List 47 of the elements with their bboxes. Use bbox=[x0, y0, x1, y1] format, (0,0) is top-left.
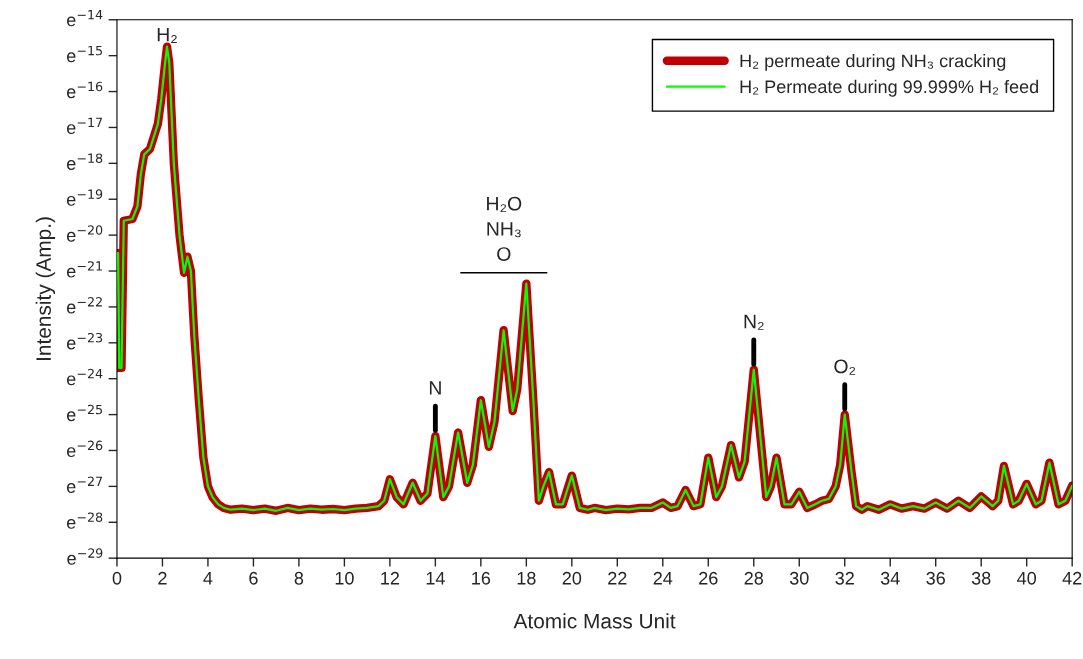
y-axis-title: Intensity (Amp.) bbox=[35, 217, 56, 360]
x-tick-label: 16 bbox=[472, 571, 491, 585]
x-tick-label: 22 bbox=[608, 571, 627, 585]
y-tick-label: e$^{−18}$ bbox=[66, 153, 103, 170]
x-tick-label: 40 bbox=[1017, 571, 1037, 585]
y-tick-label: e$^{−17}$ bbox=[66, 117, 103, 135]
x-tick-label: 0 bbox=[112, 571, 122, 585]
legend-label: H₂ Permeate during 99.999% H₂ feed bbox=[740, 79, 1038, 97]
x-axis-title: Atomic Mass Unit bbox=[513, 613, 676, 629]
x-tick-label: 26 bbox=[699, 571, 718, 585]
x-tick-label: 36 bbox=[926, 571, 945, 585]
y-tick-label: e$^{−26}$ bbox=[66, 440, 103, 458]
x-tick-label: 32 bbox=[835, 571, 854, 585]
y-tick-label: e$^{−25}$ bbox=[66, 404, 102, 422]
y-tick-label: e$^{−23}$ bbox=[66, 332, 103, 350]
y-tick-label: e$^{−22}$ bbox=[66, 297, 102, 314]
annotation: H₂O NH₃ O bbox=[487, 196, 522, 261]
y-tick-label: e$^{−27}$ bbox=[66, 476, 103, 493]
x-tick-label: 8 bbox=[294, 571, 304, 585]
annotation: O₂ bbox=[834, 359, 856, 375]
legend-label: H₂ permeate during NH₃ cracking bbox=[740, 54, 1006, 71]
x-tick-label: 10 bbox=[335, 571, 354, 585]
y-tick-label: e$^{−14}$ bbox=[66, 10, 103, 27]
y-tick-label: e$^{−29}$ bbox=[67, 548, 103, 565]
x-tick-label: 28 bbox=[744, 571, 764, 585]
y-tick-label: e$^{−24}$ bbox=[66, 368, 103, 386]
y-tick-label: e$^{−28}$ bbox=[66, 512, 103, 529]
y-tick-label: e$^{−20}$ bbox=[66, 225, 103, 242]
x-tick-label: 4 bbox=[203, 572, 213, 585]
x-tick-label: 14 bbox=[426, 572, 445, 585]
x-tick-label: 2 bbox=[158, 571, 167, 585]
annotation: N bbox=[429, 381, 441, 395]
y-tick-label: e$^{−15}$ bbox=[66, 45, 102, 63]
x-tick-label: 42 bbox=[1062, 571, 1082, 585]
y-tick-label: e$^{−21}$ bbox=[66, 261, 102, 278]
x-tick-label: 38 bbox=[971, 571, 991, 585]
x-tick-label: 30 bbox=[789, 571, 809, 585]
x-tick-label: 6 bbox=[249, 571, 258, 585]
annotation: N₂ bbox=[744, 314, 764, 330]
annotation: H₂ bbox=[157, 27, 177, 43]
x-tick-label: 24 bbox=[653, 571, 673, 585]
y-tick-label: e$^{−16}$ bbox=[66, 81, 103, 99]
x-tick-label: 12 bbox=[381, 571, 400, 585]
x-tick-label: 20 bbox=[562, 571, 582, 585]
x-tick-label: 18 bbox=[517, 571, 536, 585]
y-tick-label: e$^{−19}$ bbox=[66, 189, 103, 206]
x-tick-label: 34 bbox=[880, 571, 900, 585]
